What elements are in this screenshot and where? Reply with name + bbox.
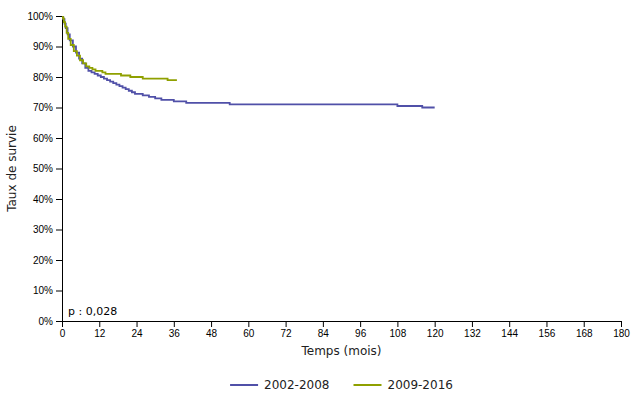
tick-label: 96 — [355, 328, 367, 339]
annotation: p : 0,028 — [68, 305, 117, 318]
tick: 10% — [33, 285, 62, 296]
legend: 2002-2008 2009-2016 — [230, 378, 453, 392]
tick-label: 84 — [318, 328, 330, 339]
tick: 0% — [39, 316, 62, 327]
tick: 30% — [33, 224, 62, 235]
tick-label: 90% — [33, 41, 53, 52]
tick: 108 — [390, 321, 407, 339]
y-axis-title: Taux de survie — [5, 125, 19, 213]
tick-mark — [546, 321, 547, 327]
tick-label: 120 — [427, 328, 444, 339]
tick-label: 10% — [33, 285, 53, 296]
tick-mark — [472, 321, 473, 327]
tick-mark — [56, 291, 62, 292]
tick-label: 0% — [39, 316, 54, 327]
tick: 12 — [94, 321, 106, 339]
tick: 60 — [243, 321, 255, 339]
tick: 168 — [576, 321, 593, 339]
tick-label: 60% — [33, 133, 53, 144]
tick-label: 168 — [576, 328, 593, 339]
tick-mark — [621, 321, 622, 327]
tick: 80% — [33, 72, 62, 83]
tick-label: 72 — [281, 328, 293, 339]
tick: 70% — [33, 102, 62, 113]
x-axis-line — [63, 322, 622, 328]
tick-mark — [56, 47, 62, 48]
tick: 84 — [318, 321, 330, 339]
tick-mark — [56, 230, 62, 231]
tick-mark — [56, 77, 62, 78]
tick-mark — [435, 321, 436, 327]
tick-mark — [174, 321, 175, 327]
tick-mark — [56, 138, 62, 139]
tick-mark — [56, 260, 62, 261]
tick-label: 0 — [60, 328, 66, 339]
tick: 144 — [501, 321, 518, 339]
tick: 72 — [281, 321, 293, 339]
tick: 50% — [33, 163, 62, 174]
tick: 120 — [427, 321, 444, 339]
plot-area: 0 12 24 36 48 60 72 84 96 108 120 132 144 156 168 180 0%… — [5, 11, 630, 358]
chart: 0 12 24 36 48 60 72 84 96 108 120 132 144 156 168 180 0%… — [0, 0, 643, 401]
tick-label: 30% — [33, 224, 53, 235]
tick: 24 — [131, 321, 143, 339]
legend-swatch — [354, 384, 382, 386]
tick-mark — [286, 321, 287, 327]
tick-label: 144 — [501, 328, 518, 339]
legend-swatch — [230, 384, 258, 386]
tick-mark — [509, 321, 510, 327]
tick-label: 156 — [539, 328, 556, 339]
legend-label: 2009-2016 — [388, 378, 453, 392]
tick: 20% — [33, 255, 62, 266]
tick-mark — [137, 321, 138, 327]
tick-mark — [323, 321, 324, 327]
tick-label: 20% — [33, 255, 53, 266]
series-line — [62, 16, 435, 108]
tick-mark — [56, 169, 62, 170]
tick-mark — [56, 16, 62, 17]
tick-label: 50% — [33, 163, 53, 174]
tick: 132 — [464, 321, 481, 339]
tick: 90% — [33, 41, 62, 52]
tick-label: 40% — [33, 194, 53, 205]
tick-label: 60 — [243, 328, 255, 339]
tick: 40% — [33, 194, 62, 205]
tick-label: 36 — [169, 328, 181, 339]
tick-mark — [397, 321, 398, 327]
series-line — [62, 16, 177, 80]
tick-label: 108 — [390, 328, 407, 339]
tick-label: 180 — [613, 328, 630, 339]
tick: 0 — [60, 321, 66, 339]
tick: 96 — [355, 321, 367, 339]
series-group — [62, 16, 435, 108]
tick: 100% — [27, 11, 62, 22]
x-axis-title: Temps (mois) — [300, 344, 381, 358]
tick-mark — [584, 321, 585, 327]
tick: 36 — [169, 321, 181, 339]
tick-mark — [56, 108, 62, 109]
tick-mark — [211, 321, 212, 327]
tick: 156 — [539, 321, 556, 339]
tick-label: 132 — [464, 328, 481, 339]
tick-mark — [56, 321, 62, 322]
tick-label: 12 — [94, 328, 106, 339]
tick-mark — [248, 321, 249, 327]
tick-mark — [56, 199, 62, 200]
tick-label: 70% — [33, 102, 53, 113]
x-axis: 0 12 24 36 48 60 72 84 96 108 120 132 144 156 168 180 — [60, 321, 631, 339]
y-axis: 0% 10% 20% 30% 40% 50% 60% 70% 80% 90% 100% — [27, 11, 62, 327]
tick-label: 24 — [131, 328, 143, 339]
tick-label: 80% — [33, 72, 53, 83]
tick: 60% — [33, 133, 62, 144]
tick-label: 48 — [206, 328, 218, 339]
tick: 180 — [613, 321, 630, 339]
tick-mark — [99, 321, 100, 327]
tick: 48 — [206, 321, 218, 339]
tick-label: 100% — [27, 11, 53, 22]
tick-mark — [360, 321, 361, 327]
legend-item: 2002-2008 — [230, 378, 329, 392]
y-axis-line — [56, 17, 63, 322]
legend-label: 2002-2008 — [264, 378, 329, 392]
legend-item: 2009-2016 — [354, 378, 453, 392]
